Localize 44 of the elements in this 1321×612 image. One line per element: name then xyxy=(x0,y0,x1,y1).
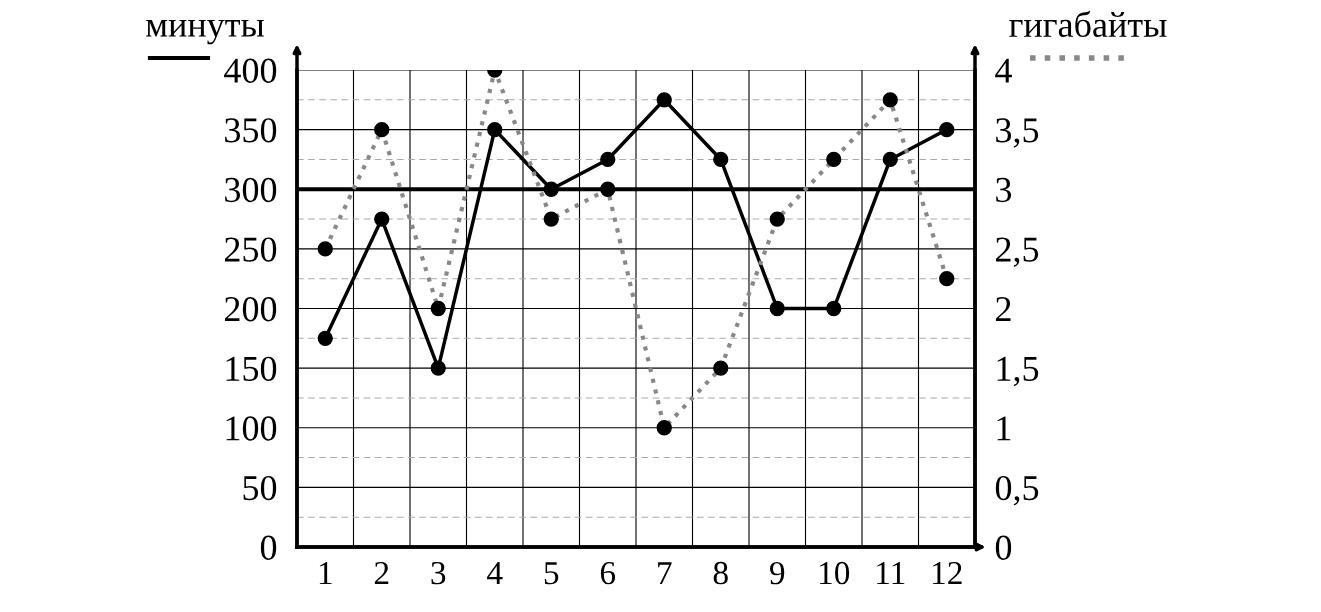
x-tick-label: 8 xyxy=(713,561,728,585)
x-tick-label: 7 xyxy=(658,562,672,585)
point xyxy=(826,300,842,317)
y-tick-label: 300 xyxy=(225,177,277,203)
y2-tick-label: 3 xyxy=(996,177,1012,203)
y2-axis-title: гигабайты xyxy=(1009,10,1167,38)
point xyxy=(317,330,333,346)
y2-tick-label: 2 xyxy=(996,297,1011,322)
y2-tick-label: 3,5 xyxy=(996,118,1039,148)
y-tick-label: 0 xyxy=(260,535,277,560)
y-tick-label: 150 xyxy=(226,356,277,382)
x-tick-label: 6 xyxy=(600,561,616,585)
point xyxy=(600,151,616,168)
y-tick-label: 350 xyxy=(225,118,277,143)
point xyxy=(713,151,729,168)
point xyxy=(882,151,898,168)
point xyxy=(656,92,672,108)
point xyxy=(487,121,503,138)
point xyxy=(769,300,785,317)
y2-tick-label: 0,5 xyxy=(995,475,1039,506)
x-tick-label: 9 xyxy=(769,561,785,585)
y2-tick-label: 4 xyxy=(995,58,1012,83)
x-tick-label: 10 xyxy=(820,561,850,585)
point xyxy=(430,360,446,376)
y-tick-label: 250 xyxy=(224,237,277,262)
y2-tick-label: 0 xyxy=(995,535,1012,560)
point xyxy=(543,181,559,197)
y2-tick-label: 1 xyxy=(997,416,1011,441)
y-tick-label: 400 xyxy=(224,58,277,83)
x-tick-label: 12 xyxy=(933,561,962,585)
y-tick-label: 200 xyxy=(224,297,277,322)
y-tick-label: 100 xyxy=(226,416,277,441)
x-tick-label: 11 xyxy=(877,562,905,585)
x-tick-label: 5 xyxy=(544,562,559,585)
x-tick-label: 1 xyxy=(319,562,332,585)
y2-tick-label: 2,5 xyxy=(996,237,1039,267)
y-axis-title: минуты xyxy=(146,20,264,45)
y-tick-label: 50 xyxy=(243,475,277,501)
x-tick-label: 3 xyxy=(431,561,446,585)
point xyxy=(374,211,390,227)
x-tick-label: 4 xyxy=(487,562,503,585)
y2-tick-label: 1,5 xyxy=(997,356,1039,387)
point xyxy=(939,121,955,138)
x-tick-label: 2 xyxy=(374,561,389,585)
